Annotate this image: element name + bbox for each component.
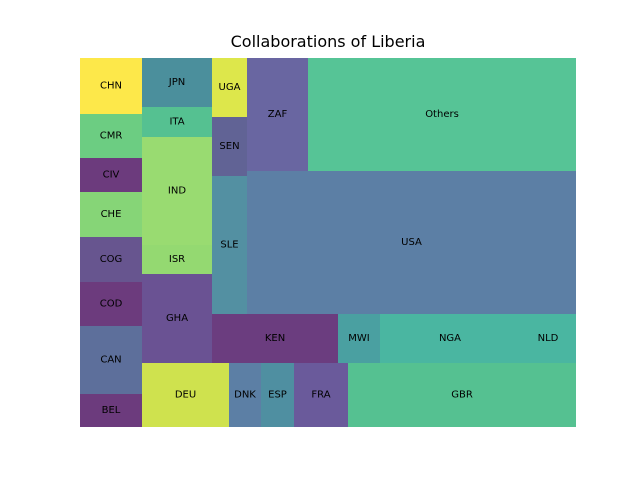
treemap-cell-ita: [142, 107, 212, 137]
treemap-label-jpn: JPN: [168, 77, 185, 88]
treemap-label-cmr: CMR: [100, 131, 123, 142]
treemap-cell-civ: [80, 158, 142, 192]
treemap-label-nga: NGA: [439, 333, 461, 344]
treemap-label-sle: SLE: [220, 240, 238, 251]
treemap-cell-cmr: [80, 114, 142, 158]
treemap-cell-chn: [80, 58, 142, 114]
treemap-label-others: Others: [425, 109, 459, 120]
treemap-cell-ind: [142, 137, 212, 245]
treemap-cell-zaf: [247, 58, 308, 171]
treemap-cell-sle: [212, 176, 247, 314]
treemap-label-esp: ESP: [268, 390, 287, 401]
treemap-cell-uga: [212, 58, 247, 117]
treemap-cell-bel: [80, 394, 142, 427]
treemap-label-can: CAN: [100, 355, 121, 366]
treemap-cell-esp: [261, 363, 294, 427]
treemap-label-ind: IND: [168, 186, 186, 197]
treemap-label-ita: ITA: [169, 117, 184, 128]
treemap-label-isr: ISR: [169, 254, 185, 265]
treemap-cell-gha: [142, 274, 212, 363]
treemap-label-usa: USA: [401, 237, 422, 248]
treemap-cell-cog: [80, 237, 142, 282]
treemap-label-cod: COD: [100, 299, 123, 310]
treemap-cell-gbr: [348, 363, 576, 427]
treemap-label-dnk: DNK: [234, 390, 256, 401]
treemap-label-bel: BEL: [102, 405, 121, 416]
treemap-label-deu: DEU: [175, 390, 196, 401]
treemap-cell-sen: [212, 117, 247, 176]
treemap-label-fra: FRA: [311, 390, 330, 401]
treemap-cell-mwi: [338, 314, 380, 363]
treemap-cell-isr: [142, 245, 212, 274]
chart-title: Collaborations of Liberia: [230, 32, 426, 51]
treemap-label-nld: NLD: [538, 333, 559, 344]
treemap-cell-nga: [380, 314, 520, 363]
treemap-cell-jpn: [142, 58, 212, 107]
treemap-cell-dnk: [229, 363, 261, 427]
treemap-cell-can: [80, 326, 142, 394]
treemap-cell-ken: [212, 314, 338, 363]
treemap-cell-nld: [520, 314, 576, 363]
treemap-label-ken: KEN: [265, 333, 285, 344]
treemap-cell-fra: [294, 363, 348, 427]
treemap-label-civ: CIV: [103, 170, 120, 181]
treemap-cell-cod: [80, 282, 142, 326]
treemap-label-mwi: MWI: [348, 333, 369, 344]
treemap-label-sen: SEN: [219, 141, 239, 152]
treemap-label-che: CHE: [101, 209, 122, 220]
treemap-label-cog: COG: [100, 254, 123, 265]
treemap-cell-deu: [142, 363, 229, 427]
treemap-label-chn: CHN: [100, 81, 122, 92]
treemap-label-uga: UGA: [219, 82, 241, 93]
treemap-cell-usa: [247, 171, 576, 314]
treemap-label-gbr: GBR: [451, 390, 473, 401]
treemap-cell-others: [308, 58, 576, 171]
treemap-label-gha: GHA: [166, 313, 188, 324]
treemap-cell-che: [80, 192, 142, 237]
treemap-label-zaf: ZAF: [268, 109, 288, 120]
